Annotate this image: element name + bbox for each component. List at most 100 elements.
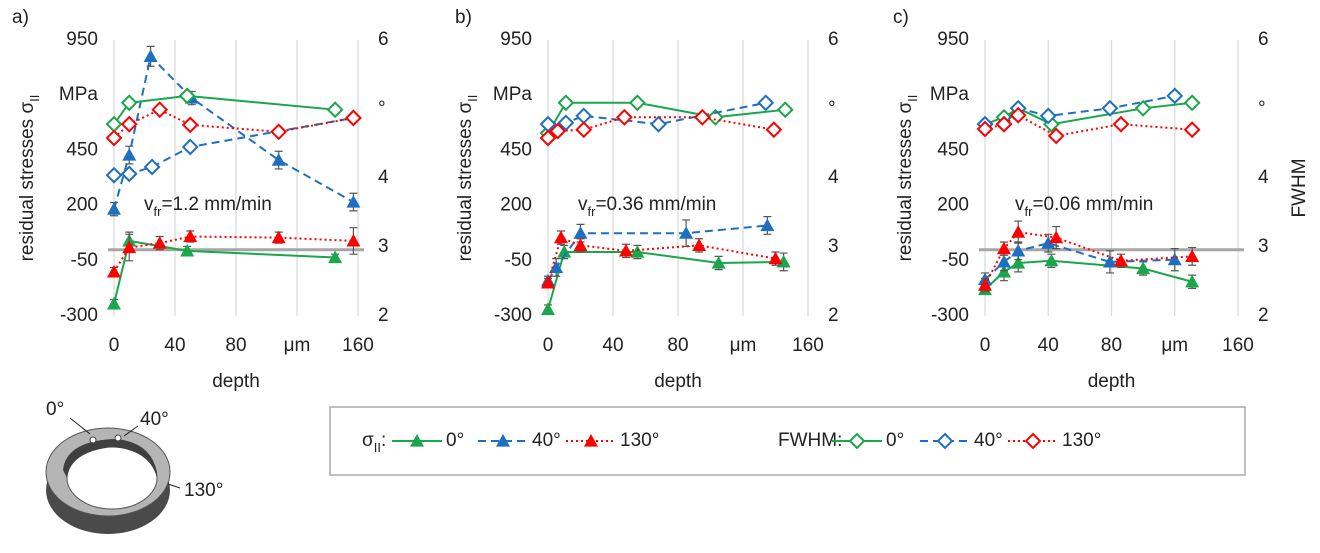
marker-diamond: [757, 94, 775, 112]
marker-triangle: [346, 233, 361, 247]
y-axis-title-part: residual stresses σ: [895, 102, 916, 262]
marker-diamond: [1024, 432, 1042, 450]
annotation: vfr=0.36 mm/min: [578, 194, 716, 219]
x-tick-label: 80: [667, 335, 688, 356]
marker-triangle: [107, 264, 121, 278]
x-axis-title: depth: [212, 371, 260, 392]
legend-group-label: FWHM:: [778, 430, 842, 451]
x-tick-label: μm: [1161, 335, 1188, 356]
marker-triangle: [107, 202, 121, 215]
legend-entry: 0°: [886, 430, 904, 451]
x-tick-label: 40: [602, 335, 623, 356]
marker-triangle: [619, 243, 633, 257]
y2-tick-label: 3: [378, 236, 389, 257]
diagram-label: 130°: [184, 480, 223, 501]
diagram-label: 0°: [46, 399, 64, 420]
marker-triangle: [573, 238, 588, 251]
y2-tick-label: 3: [1258, 236, 1269, 257]
marker-triangle: [143, 49, 158, 62]
y2-tick-label: °: [1258, 98, 1266, 119]
y-axis-title: residual stresses σII: [17, 95, 42, 262]
marker-diamond: [1134, 99, 1152, 117]
marker-diamond: [105, 166, 123, 184]
pointer: [123, 425, 139, 437]
annotation-part: =1.2 mm/min: [161, 194, 271, 215]
marker-triangle: [1136, 261, 1151, 275]
x-tick-label: 0: [109, 335, 120, 356]
series-line: [984, 231, 1193, 286]
marker-triangle: [573, 226, 588, 239]
annotation-part: v: [578, 194, 588, 215]
legend-entry: 40°: [532, 430, 561, 451]
marker-triangle: [1011, 243, 1026, 257]
marker-triangle: [554, 230, 568, 244]
marker-diamond: [181, 138, 199, 156]
marker-diamond: [995, 115, 1013, 133]
y-tick-label: 950: [937, 29, 969, 50]
x-tick-label: 160: [792, 335, 824, 356]
marker-triangle: [122, 148, 137, 161]
marker-diamond: [776, 101, 794, 119]
pointer: [69, 417, 91, 435]
panel-label: c): [893, 7, 909, 28]
y-tick-label: 200: [66, 195, 98, 216]
marker-diamond: [181, 116, 199, 134]
y2-tick-label: 2: [378, 305, 389, 326]
marker-diamond: [270, 123, 288, 141]
y-tick-label: MPa: [930, 84, 970, 105]
annotation-part: fr: [588, 204, 597, 219]
annotation: vfr=0.06 mm/min: [1015, 194, 1153, 219]
y-axis-title-part: II: [465, 95, 480, 102]
annotation: vfr=1.2 mm/min: [144, 194, 272, 219]
marker-diamond: [120, 115, 138, 133]
legend-group-label-part: :: [381, 430, 386, 451]
marker-triangle: [410, 434, 424, 447]
y-axis-title: residual stresses σII: [455, 95, 480, 262]
marker-diamond: [628, 94, 646, 112]
legend-entry: 40°: [974, 430, 1003, 451]
y-tick-label: 950: [66, 29, 98, 50]
series-line: [547, 116, 775, 139]
series-line: [113, 108, 354, 139]
marker-triangle: [978, 278, 992, 291]
marker-triangle: [1185, 249, 1200, 262]
marker-triangle: [183, 229, 198, 243]
marker-triangle: [996, 254, 1011, 268]
marker-triangle: [1011, 225, 1026, 238]
marker-triangle: [1011, 256, 1026, 269]
y2-tick-label: 3: [828, 236, 839, 257]
panel-label: b): [455, 7, 472, 28]
y2-tick-label: 6: [828, 29, 839, 50]
y-axis-title: residual stresses σII: [895, 95, 920, 262]
marker-diamond: [326, 101, 344, 119]
legend-group-label-part: II: [374, 440, 381, 455]
y-tick-label: 200: [500, 195, 532, 216]
series-line: [113, 54, 354, 210]
y-tick-label: -300: [931, 305, 969, 326]
y-tick-label: 450: [500, 139, 532, 160]
marker-triangle: [760, 218, 775, 232]
marker-diamond: [848, 432, 866, 450]
x-tick-label: 0: [543, 335, 554, 356]
marker-diamond: [120, 165, 138, 183]
marker-triangle: [180, 243, 195, 257]
marker-diamond: [650, 115, 667, 133]
y-axis-title-part: II: [905, 95, 920, 102]
marker-diamond: [1183, 94, 1201, 112]
annotation-part: fr: [1025, 204, 1034, 219]
y-tick-label: -50: [942, 250, 969, 271]
marker-diamond: [575, 121, 593, 139]
y-tick-label: 450: [66, 139, 98, 160]
panel-label: a): [12, 7, 29, 28]
x-tick-label: 80: [1101, 335, 1122, 356]
annotation-part: =0.36 mm/min: [595, 194, 716, 215]
y-tick-label: -300: [60, 305, 98, 326]
marker-diamond: [345, 109, 362, 127]
marker-triangle: [271, 230, 286, 244]
marker-triangle: [541, 275, 555, 289]
panel: c) 0 40 80 μm 160 -300 -50 200 450 MPa 950 2 3 4 ° 6 resi…: [893, 7, 1310, 392]
legend-entry: 0°: [446, 430, 464, 451]
y-axis-title-part: residual stresses σ: [455, 102, 476, 262]
ring-diagram: 0° 40° 130°: [45, 399, 223, 534]
